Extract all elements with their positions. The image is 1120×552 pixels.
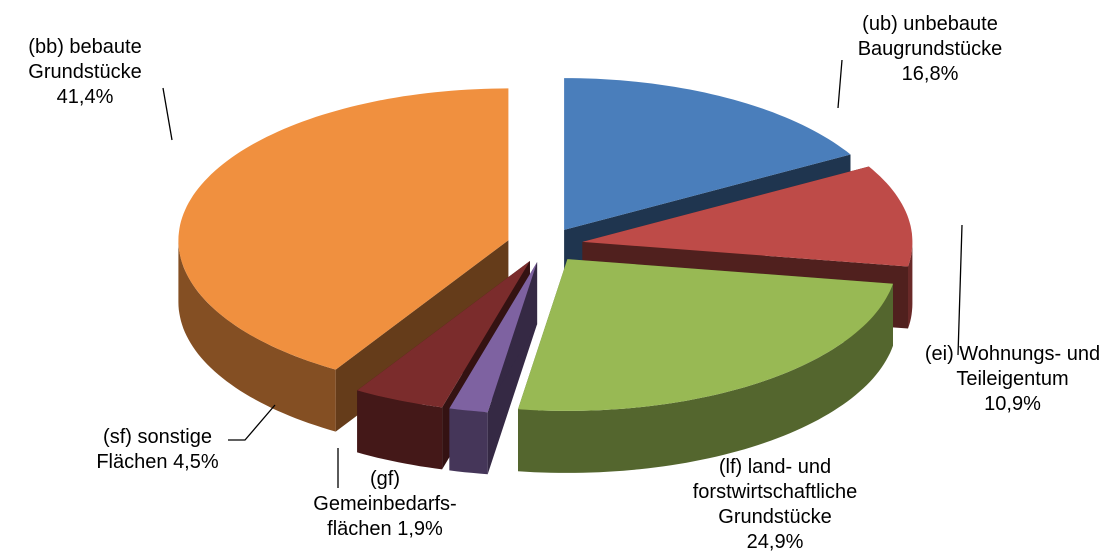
category-label: (lf) land- und forstwirtschaftliche Grun… bbox=[692, 456, 858, 528]
slice-label: (ei) Wohnungs- und Teileigentum 10,9% bbox=[910, 342, 1115, 417]
slice-label: (lf) land- und forstwirtschaftliche Grun… bbox=[660, 455, 890, 552]
slice-wall bbox=[357, 390, 443, 470]
value-label: 41,4% bbox=[56, 86, 114, 108]
slice bbox=[518, 259, 893, 411]
value-label: 24,9% bbox=[746, 531, 804, 552]
slice bbox=[564, 78, 851, 230]
leader-line bbox=[228, 404, 276, 441]
value-label: 4,5% bbox=[173, 451, 219, 473]
slice-wall bbox=[518, 283, 893, 473]
slice bbox=[178, 88, 509, 370]
slice-wall bbox=[449, 408, 488, 475]
category-label: (ei) Wohnungs- und Teileigentum bbox=[924, 343, 1101, 390]
slice-wall bbox=[908, 241, 913, 329]
leader-line bbox=[957, 224, 963, 356]
value-label: 16,8% bbox=[901, 63, 959, 85]
leader-line bbox=[162, 87, 173, 141]
category-label: (bb) bebaute Grundstücke bbox=[28, 36, 142, 83]
category-label: (sf) sonstige Flächen bbox=[96, 426, 212, 473]
value-label: 10,9% bbox=[984, 393, 1041, 415]
slice-label: (bb) bebaute Grundstücke 41,4% bbox=[0, 35, 170, 110]
category-label: (gf) Gemeinbedarfs-flächen bbox=[313, 468, 457, 540]
slice bbox=[357, 261, 530, 408]
leader-line bbox=[837, 59, 843, 109]
slice-label: (gf) Gemeinbedarfs-flächen 1,9% bbox=[300, 467, 470, 542]
slice bbox=[449, 262, 538, 413]
value-label: 1,9% bbox=[397, 518, 443, 540]
slice-wall bbox=[178, 240, 336, 432]
slice-label: (sf) sonstige Flächen 4,5% bbox=[75, 425, 240, 475]
slice-label: (ub) unbebaute Baugrundstücke 16,8% bbox=[830, 12, 1030, 87]
category-label: (ub) unbebaute Baugrundstücke bbox=[857, 13, 1003, 60]
slice bbox=[582, 166, 913, 267]
